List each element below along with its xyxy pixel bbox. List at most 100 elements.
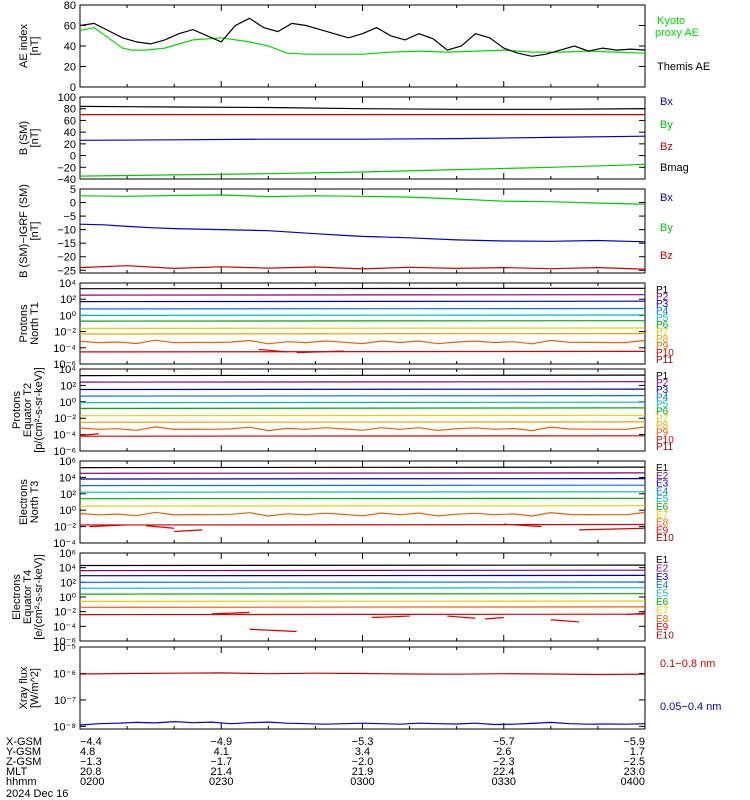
panel-7-ytick-label: 10⁶: [59, 548, 76, 560]
legend-b-igrf-bx: Bx: [660, 192, 673, 204]
legend-b-igrf-bz: Bz: [660, 250, 673, 262]
panel-5-ytick-label: 10⁻⁴: [53, 430, 76, 442]
panel-3-series-3: [79, 265, 646, 270]
panel-6-channel-E9-segment: [579, 527, 646, 531]
panel-5-legend-P4: P4: [656, 392, 669, 403]
axis-row-value: 0230: [209, 776, 233, 788]
panel-4-channel-P9: [79, 339, 646, 345]
panel-7-ytick-label: 10⁴: [59, 563, 76, 575]
panel-4-legend-P8: P8: [656, 334, 669, 345]
panel-5-legend-P2: P2: [656, 378, 669, 389]
axis-row-label: MLT: [6, 766, 27, 778]
panel-5-legend-P8: P8: [656, 421, 669, 432]
panel-6-channel-E9-segment: [89, 524, 128, 528]
panel-6-legend-E8: E8: [656, 518, 669, 529]
axis-row-value: 21.4: [211, 766, 232, 778]
panel-4-ylabel: North T1: [29, 302, 41, 345]
panel-4-legend-P10: P10: [656, 348, 674, 359]
panel-6-channel-E9: [79, 523, 646, 526]
panel-4-ytick-label: 10²: [60, 294, 76, 306]
panel-7-ytick-label: 10²: [60, 577, 76, 589]
legend-b-sm-bmag: Bmag: [660, 162, 689, 174]
legend-xray-long: 0.1−0.8 nm: [660, 658, 715, 670]
panel-5-channel-P4: [79, 395, 646, 397]
panel-6-legend-E6: E6: [656, 502, 669, 513]
panel-8-series-2: [79, 720, 646, 726]
panel-7-legend-E5: E5: [656, 589, 669, 600]
legend-b-sm-bz: Bz: [660, 141, 673, 153]
panel-7-ylabel: [e/(cm²-s-sr-keV)]: [33, 554, 45, 640]
panel-4-legend-P4: P4: [656, 306, 669, 317]
panel-1-ytick-label: 40: [64, 41, 76, 53]
panel-5-legend-P7: P7: [656, 414, 669, 425]
legend-themis-ae: Themis AE: [657, 61, 710, 73]
legend-xray-short: 0.05−0.4 nm: [660, 701, 721, 713]
panel-7-legend-E9: E9: [656, 622, 669, 633]
panel-5-ytick-label: 10²: [60, 380, 76, 392]
panel-2-series-1: [79, 135, 646, 141]
panel-2-ytick-label: 40: [64, 127, 76, 139]
panel-6-channel-E9-segment: [145, 525, 175, 529]
panel-6-ylabel: Electrons: [18, 479, 30, 525]
panel-5-legend-P1: P1: [656, 371, 669, 382]
panel-2-ytick-label: 20: [64, 139, 76, 151]
panel-3-ytick-label: −25: [57, 265, 76, 277]
panel-7-legend-E3: E3: [656, 572, 669, 583]
panel-7-legend-E7: E7: [656, 605, 669, 616]
legend-b-igrf-by: By: [660, 222, 673, 234]
panel-3-ytick-label: −5: [63, 211, 76, 223]
panel-3-ytick-label: 5: [70, 184, 76, 196]
axis-row-value: −4.9: [210, 736, 232, 748]
panel-8-frame: [79, 646, 646, 730]
panel-4-legend-P11: P11: [656, 355, 673, 366]
panel-7-legend-E4: E4: [656, 580, 669, 591]
panel-2-ytick-label: 80: [64, 104, 76, 116]
axis-row-value: −2.3: [493, 756, 515, 768]
panel-4-legend-P6: P6: [656, 320, 669, 331]
panel-5-legend-P5: P5: [656, 399, 669, 410]
panel-6-legend-E1: E1: [656, 463, 669, 474]
panel-7-ytick-label: 10⁻⁴: [53, 621, 76, 633]
panel-6-legend-E7: E7: [656, 510, 669, 521]
panel-7-channel-E9-segment: [550, 619, 580, 623]
axis-row-value: −5.3: [352, 736, 374, 748]
axis-row-value: 2.6: [496, 746, 511, 758]
panel-6-legend-E4: E4: [656, 486, 669, 497]
legend-b-sm-by: By: [660, 119, 673, 131]
panel-6-legend-E2: E2: [656, 471, 669, 482]
panel-5-legend-P3: P3: [656, 385, 669, 396]
panel-4-channel-P10-segment: [258, 348, 288, 353]
panel-1-ylabel: AE index: [18, 23, 30, 68]
panel-5-ylabel: Equator T2: [22, 383, 34, 437]
panel-6-channel-E9-segment: [174, 529, 203, 533]
panel-6-ylabel: North T3: [29, 481, 41, 524]
panel-8-ylabel: Xray flux: [18, 666, 30, 709]
panel-6-ytick-label: 10⁴: [59, 472, 76, 484]
panel-4-channel-P10: [79, 350, 646, 353]
axis-row-value: −1.7: [210, 756, 232, 768]
panel-3-ytick-label: −10: [57, 225, 76, 237]
panel-2-ytick-label: 60: [64, 115, 76, 127]
panel-2-series-4: [79, 105, 646, 110]
panel-3-ytick-label: 0: [70, 198, 76, 210]
panel-4-legend-P2: P2: [656, 292, 669, 303]
panel-4-legend-P1: P1: [656, 285, 669, 296]
panel-7-legend-E1: E1: [656, 555, 669, 566]
axis-row-value: 20.8: [80, 766, 101, 778]
panel-1-frame: [79, 4, 646, 88]
panel-8-ytick-label: 10⁻⁵: [53, 642, 76, 654]
axis-date: 2024 Dec 16: [6, 788, 68, 800]
axis-row-value: 22.4: [493, 766, 514, 778]
panel-2-ytick-label: −40: [57, 174, 76, 186]
axis-row-value: 0300: [350, 776, 374, 788]
panel-1-ytick-label: 20: [64, 62, 76, 74]
panel-2-ytick-label: 0: [70, 151, 76, 163]
panel-7-legend-E2: E2: [656, 563, 669, 574]
axis-row-value: 0400: [621, 776, 645, 788]
panel-7-channel-E9-segment: [626, 612, 646, 616]
panel-7-frame: [79, 552, 646, 642]
panel-5-ylabel: Protons: [11, 391, 23, 429]
panel-7-channel-E9-segment: [371, 615, 410, 619]
